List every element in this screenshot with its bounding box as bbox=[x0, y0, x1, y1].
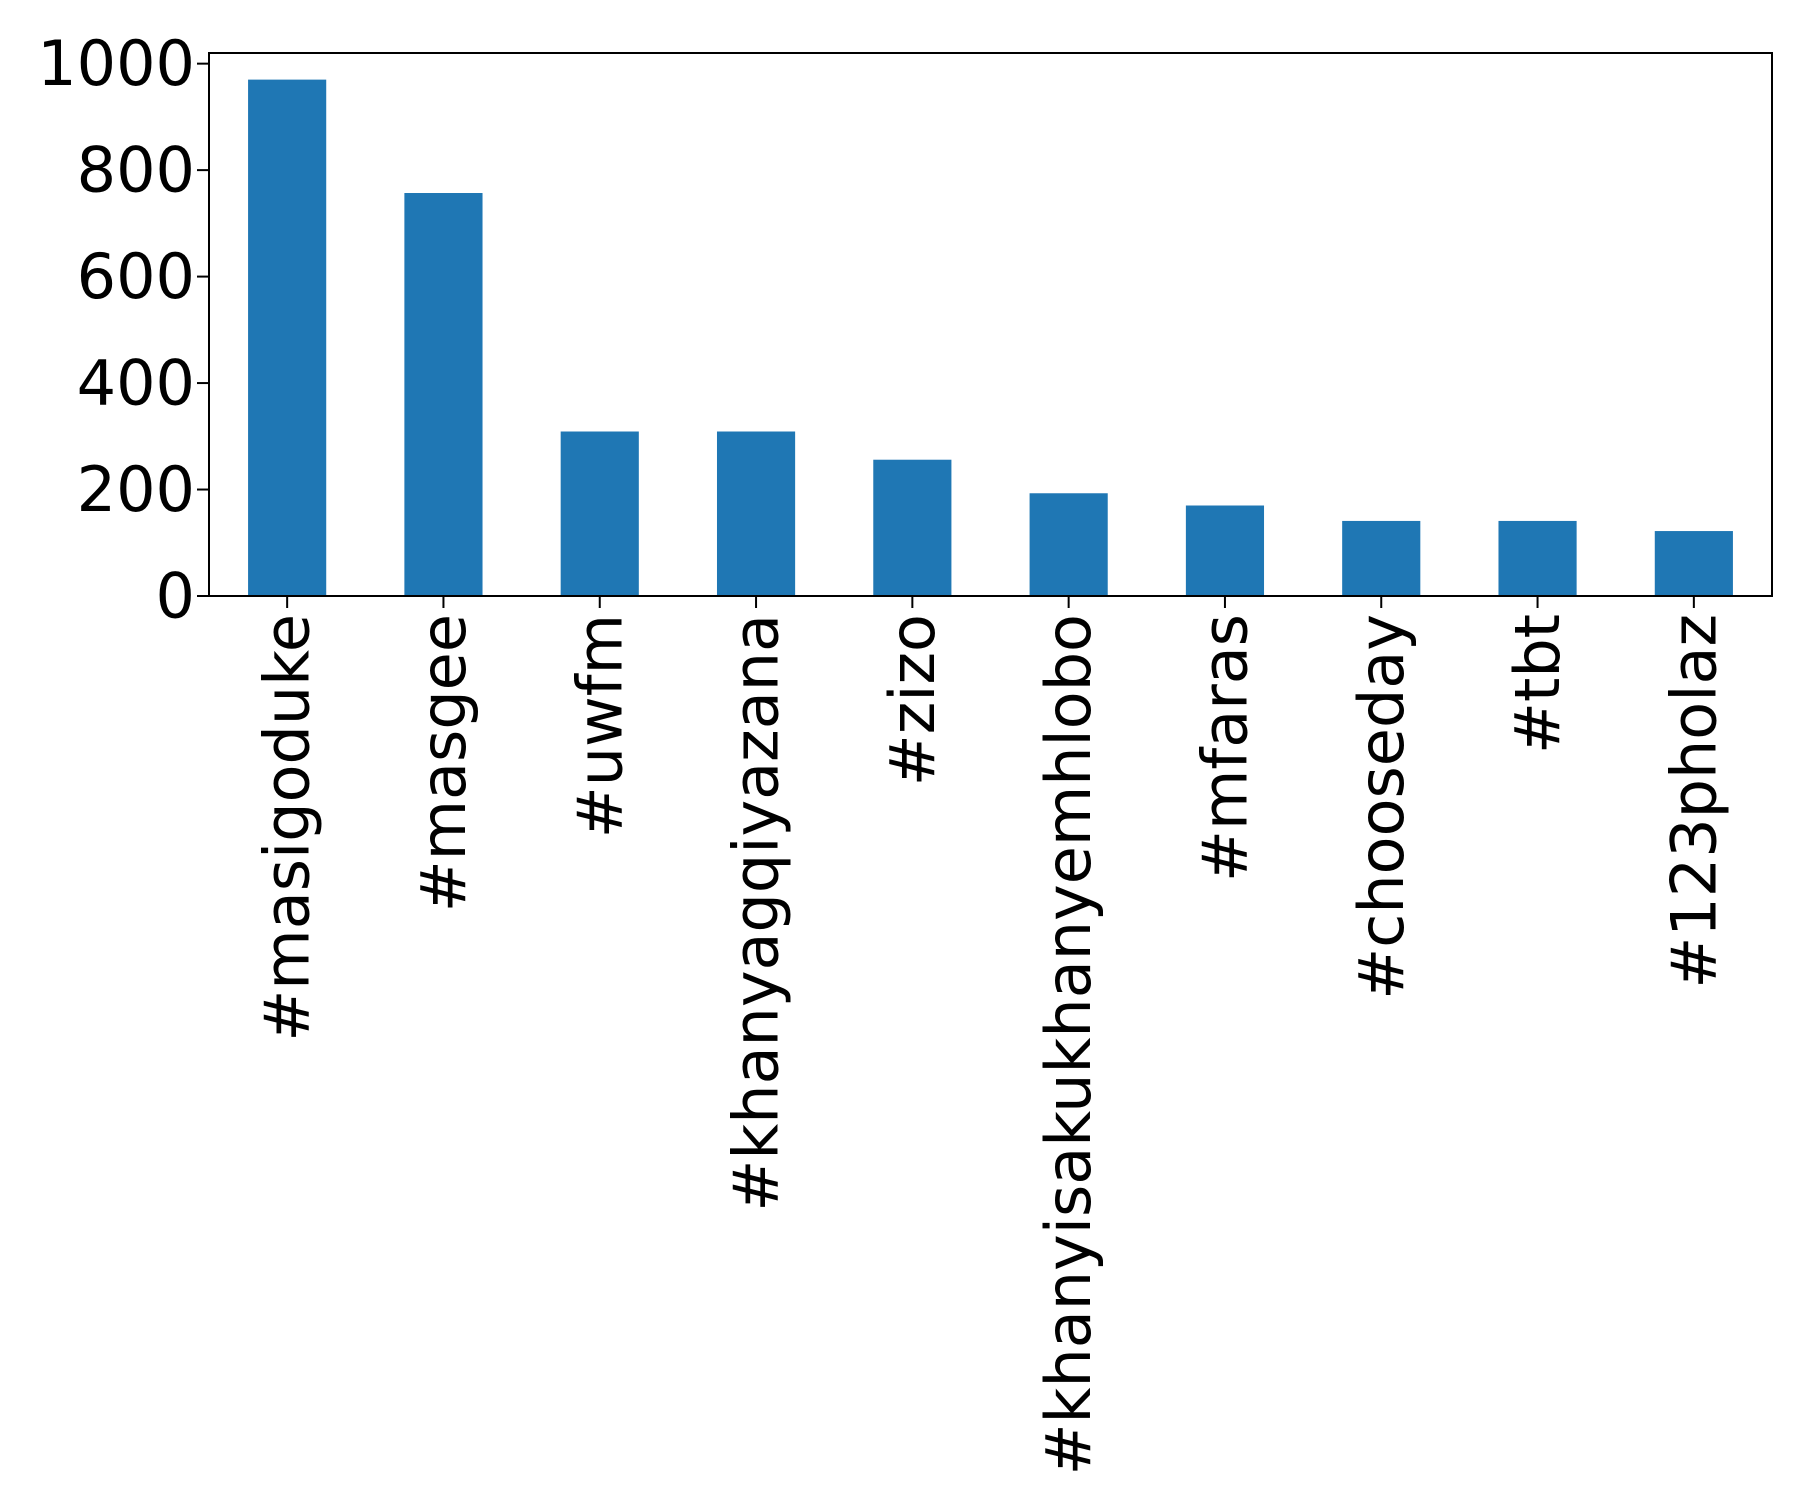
y-tick-label: 600 bbox=[77, 240, 195, 313]
x-tick-label: #khanyagqiyazana bbox=[720, 614, 793, 1212]
x-tick-label: #masgee bbox=[407, 614, 480, 912]
x-tick-label: #uwfm bbox=[563, 614, 636, 838]
y-tick-label: 0 bbox=[156, 560, 195, 633]
bar-mfaras bbox=[1185, 505, 1265, 596]
bar-zizo bbox=[873, 459, 952, 596]
y-axis: 0 200 400 600 800 1000 bbox=[37, 27, 209, 633]
y-tick-label: 400 bbox=[77, 347, 195, 420]
bars-layer bbox=[248, 79, 1733, 597]
x-tick-label: #chooseday bbox=[1345, 614, 1418, 1000]
bar-chooseday bbox=[1342, 520, 1421, 596]
bar-uwfm bbox=[560, 431, 639, 596]
bar-123pholaz bbox=[1654, 531, 1733, 596]
x-tick-label: #123pholaz bbox=[1657, 614, 1730, 989]
axes-frame bbox=[208, 52, 1773, 597]
x-tick-label: #khanyisakukhanyemhlobo bbox=[1032, 614, 1105, 1475]
bar-masigoduke bbox=[248, 79, 327, 597]
x-tick-label: #masigoduke bbox=[251, 614, 324, 1042]
x-axis: #masigoduke #masgee #uwfm #khanyagqiyazana #… bbox=[251, 596, 1730, 1475]
x-tick-label: #tbt bbox=[1501, 614, 1574, 754]
bar-tbt bbox=[1498, 520, 1577, 596]
x-tick-label: #mfaras bbox=[1188, 614, 1261, 882]
bar-khanyisakukhanyemhlobo bbox=[1029, 493, 1108, 596]
bar-masgee bbox=[404, 193, 483, 596]
x-tick-label: #zizo bbox=[876, 614, 949, 786]
y-tick-label: 1000 bbox=[37, 27, 195, 100]
y-tick-label: 200 bbox=[77, 453, 195, 526]
bar-khanyagqiyazana bbox=[716, 431, 796, 596]
y-tick-label: 800 bbox=[77, 134, 195, 207]
